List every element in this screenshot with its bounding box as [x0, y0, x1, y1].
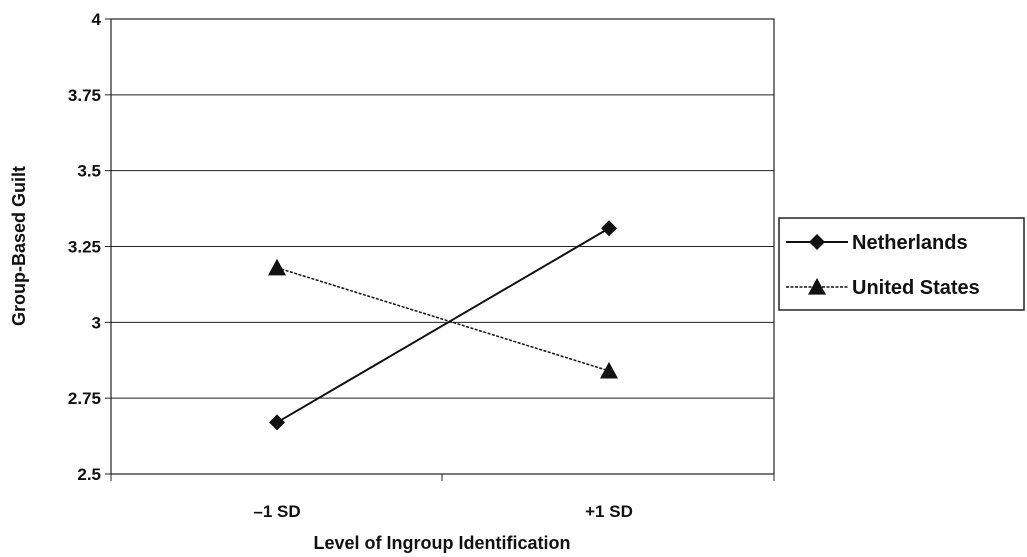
y-tick-label: 3 [92, 313, 101, 332]
data-point-netherlands [601, 220, 617, 237]
legend: Netherlands United States [778, 217, 1025, 311]
y-tick-label: 3.25 [68, 238, 101, 257]
y-tick-label: 3.75 [68, 86, 101, 105]
y-tick-label: 2.75 [68, 389, 101, 408]
legend-marker [809, 234, 825, 250]
data-point-united-states [600, 361, 618, 379]
series-layer [268, 220, 618, 431]
legend-label: United States [852, 277, 980, 299]
x-axis: –1 SD +1 SD [110, 474, 775, 521]
legend-marker [808, 278, 826, 295]
series-line-netherlands [276, 227, 610, 424]
gridlines [111, 94, 774, 399]
y-tick-label: 2.5 [77, 465, 101, 484]
data-point-united-states [268, 258, 286, 276]
legend-box [778, 217, 1025, 311]
y-axis-title: Group-Based Guilt [9, 166, 29, 326]
x-tick-label: –1 SD [253, 502, 300, 521]
y-tick-label: 3.5 [77, 162, 101, 181]
y-axis: 2.5 2.75 3 3.25 3.5 3.75 4 [68, 10, 111, 484]
y-tick-label: 4 [92, 10, 102, 29]
data-point-netherlands [269, 414, 285, 431]
series-line-united-states [276, 267, 610, 372]
x-axis-title: Level of Ingroup Identification [313, 533, 570, 553]
x-tick-label: +1 SD [585, 502, 633, 521]
legend-label: Netherlands [852, 232, 968, 254]
